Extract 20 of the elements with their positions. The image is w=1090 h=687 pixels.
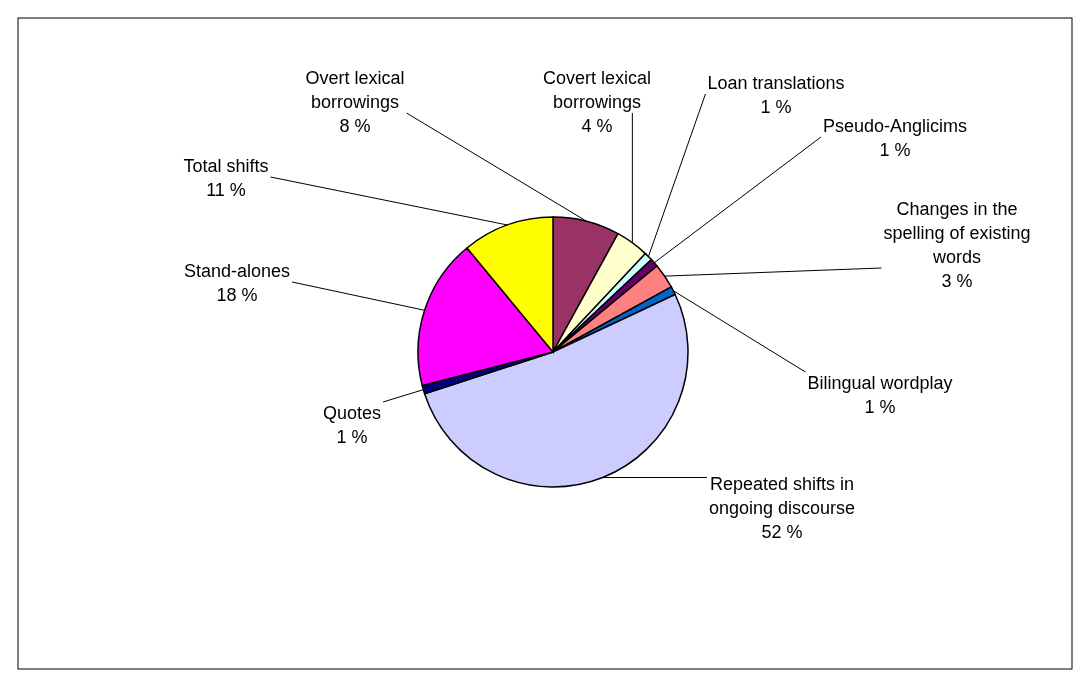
slice-label: Bilingual wordplay: [807, 373, 953, 393]
slice-label: Repeated shifts in ongoing discourse: [708, 474, 856, 518]
data-label: 1 %: [336, 427, 368, 447]
data-label: 11 %: [206, 180, 246, 200]
data-label: 1 %: [760, 97, 792, 117]
slice-label: Total shifts: [183, 156, 269, 176]
data-label: 3 %: [941, 271, 973, 291]
data-label: 8 %: [339, 116, 371, 136]
slice-label: Pseudo-Anglicims: [822, 116, 968, 136]
slice-label: Quotes: [322, 403, 382, 423]
data-label: 18 %: [216, 285, 258, 305]
slice-label: Covert lexical borrowings: [542, 68, 652, 112]
data-label: 4 %: [581, 116, 613, 136]
slice-label: Stand-alones: [183, 261, 291, 281]
slice-label: Changes in the spelling of existing words: [883, 199, 1031, 267]
data-label: 52 %: [761, 522, 803, 542]
data-label: 1 %: [879, 140, 911, 160]
slice-label: Loan translations: [707, 73, 845, 93]
slice-label: Overt lexical borrowings: [305, 68, 405, 112]
data-label: 1 %: [864, 397, 896, 417]
